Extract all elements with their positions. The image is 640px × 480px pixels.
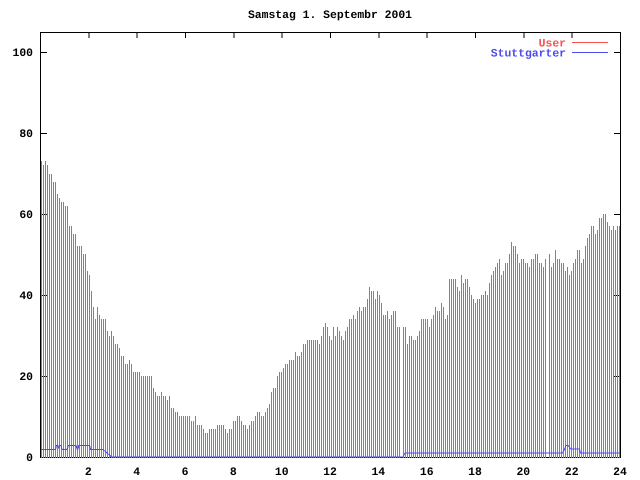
- svg-text:22: 22: [565, 467, 579, 479]
- svg-text:Stuttgarter: Stuttgarter: [491, 49, 566, 61]
- svg-text:10: 10: [275, 467, 289, 479]
- svg-text:4: 4: [133, 467, 140, 479]
- svg-text:0: 0: [26, 453, 33, 465]
- svg-text:100: 100: [12, 48, 33, 60]
- svg-text:40: 40: [19, 291, 33, 303]
- svg-text:24: 24: [613, 467, 627, 479]
- svg-text:6: 6: [182, 467, 189, 479]
- svg-text:18: 18: [468, 467, 482, 479]
- svg-text:12: 12: [323, 467, 337, 479]
- svg-text:User: User: [539, 39, 567, 51]
- svg-text:80: 80: [19, 129, 33, 141]
- svg-text:Samstag 1. Septembr 2001: Samstag 1. Septembr 2001: [248, 9, 412, 22]
- svg-text:20: 20: [19, 372, 33, 384]
- svg-text:20: 20: [516, 467, 530, 479]
- svg-text:14: 14: [371, 467, 385, 479]
- svg-text:2: 2: [85, 467, 92, 479]
- svg-text:60: 60: [19, 210, 33, 222]
- svg-text:8: 8: [230, 467, 237, 479]
- svg-text:16: 16: [420, 467, 434, 479]
